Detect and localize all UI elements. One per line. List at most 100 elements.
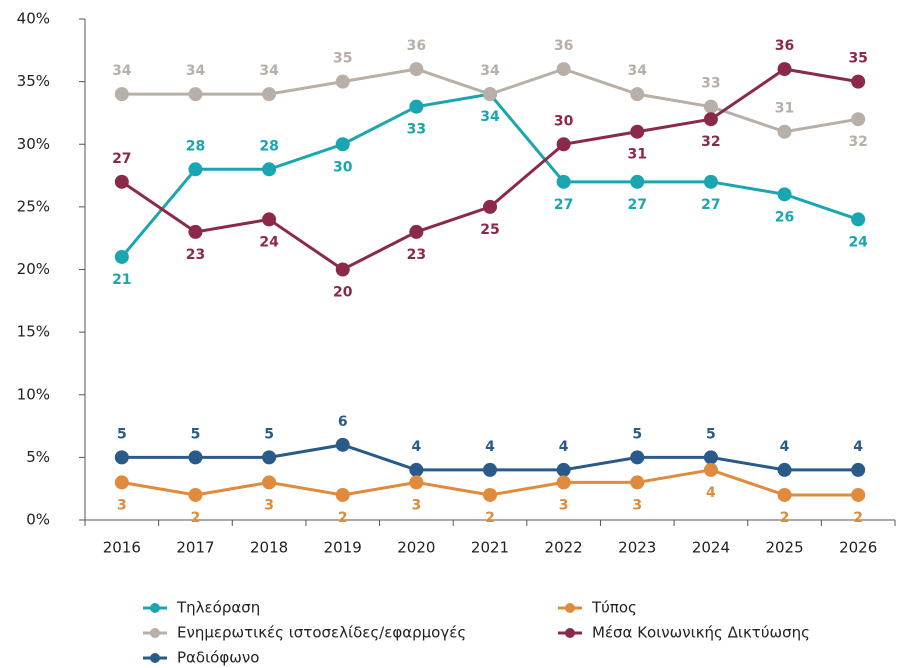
data-label: 34 xyxy=(628,63,648,79)
point xyxy=(851,74,866,89)
data-label: 32 xyxy=(701,134,720,150)
y-tick-label: 15% xyxy=(17,323,50,341)
x-tick-label: 2020 xyxy=(397,539,435,557)
point xyxy=(483,87,497,102)
data-label: 27 xyxy=(112,151,131,167)
data-label: 33 xyxy=(701,76,720,92)
data-label: 31 xyxy=(628,147,647,163)
data-label: 36 xyxy=(775,38,794,54)
data-label: 27 xyxy=(628,197,647,213)
data-label: 3 xyxy=(264,497,274,513)
point xyxy=(409,462,424,477)
point xyxy=(335,137,350,152)
data-label: 33 xyxy=(407,122,426,138)
point xyxy=(556,137,571,152)
data-label: 26 xyxy=(775,209,794,225)
data-label: 3 xyxy=(559,497,569,513)
data-label: 30 xyxy=(333,159,353,175)
data-label: 2 xyxy=(485,510,495,526)
point xyxy=(556,174,571,189)
x-tick-label: 2017 xyxy=(176,539,214,557)
x-tick-label: 2023 xyxy=(618,539,656,557)
y-tick-label: 35% xyxy=(17,72,50,90)
point xyxy=(851,487,866,502)
data-label: 5 xyxy=(191,426,201,442)
legend-marker xyxy=(565,603,575,613)
point xyxy=(262,87,277,102)
legend-label: Τηλεόραση xyxy=(176,599,260,617)
point xyxy=(409,475,424,490)
data-label: 34 xyxy=(186,63,206,79)
data-label: 31 xyxy=(775,101,794,117)
x-tick-label: 2016 xyxy=(103,539,141,557)
point xyxy=(335,487,350,502)
point xyxy=(703,450,718,465)
data-label: 2 xyxy=(191,510,201,526)
data-label: 34 xyxy=(480,63,500,79)
data-label: 5 xyxy=(632,426,642,442)
data-label: 27 xyxy=(701,197,720,213)
x-tick-label: 2025 xyxy=(765,539,803,557)
point xyxy=(188,224,203,239)
data-label: 27 xyxy=(554,197,573,213)
data-label: 28 xyxy=(259,138,278,154)
data-label: 35 xyxy=(333,51,352,67)
data-label: 3 xyxy=(632,497,642,513)
point xyxy=(777,462,792,477)
point xyxy=(188,162,203,177)
data-label: 2 xyxy=(338,510,348,526)
data-label: 36 xyxy=(554,38,573,54)
point xyxy=(188,487,203,502)
legend-label: Μέσα Κοινωνικής Δικτύωσης xyxy=(592,624,810,642)
y-tick-label: 10% xyxy=(17,385,50,403)
data-label: 34 xyxy=(259,63,279,79)
data-label: 4 xyxy=(706,485,716,501)
legend-label: Ενημερωτικές ιστοσελίδες/εφαρμογές xyxy=(177,624,466,642)
data-label: 24 xyxy=(848,234,868,250)
data-label: 32 xyxy=(848,134,867,150)
point xyxy=(851,462,866,477)
point xyxy=(114,249,129,264)
point xyxy=(409,224,424,239)
data-label: 6 xyxy=(338,414,348,430)
point xyxy=(851,212,866,227)
point xyxy=(556,62,571,77)
point xyxy=(188,87,203,102)
point xyxy=(483,462,497,477)
legend-label: Ραδιόφωνο xyxy=(177,649,259,667)
x-tick-label: 2022 xyxy=(545,539,583,557)
point xyxy=(703,112,718,127)
legend-marker xyxy=(150,653,160,663)
data-label: 21 xyxy=(112,272,131,288)
point xyxy=(703,462,718,477)
point xyxy=(335,262,350,277)
legend-marker xyxy=(150,628,160,638)
point xyxy=(777,62,792,77)
data-label: 23 xyxy=(186,247,205,263)
point xyxy=(556,475,571,490)
legend-marker xyxy=(150,603,160,613)
point xyxy=(335,437,350,452)
data-label: 4 xyxy=(485,439,495,455)
point xyxy=(630,174,645,189)
point xyxy=(483,487,497,502)
data-label: 2 xyxy=(780,510,790,526)
data-label: 3 xyxy=(117,497,127,513)
y-tick-label: 5% xyxy=(26,448,50,466)
point xyxy=(777,187,792,202)
point xyxy=(409,99,424,114)
data-label: 5 xyxy=(264,426,274,442)
point xyxy=(114,174,129,189)
y-tick-label: 0% xyxy=(26,511,50,529)
point xyxy=(188,450,203,465)
x-tick-label: 2024 xyxy=(692,539,730,557)
legend-label: Τύπος xyxy=(591,599,637,617)
data-label: 4 xyxy=(780,439,790,455)
point xyxy=(630,450,645,465)
data-label: 5 xyxy=(117,426,127,442)
point xyxy=(335,74,350,89)
point xyxy=(262,475,277,490)
x-tick-label: 2019 xyxy=(324,539,362,557)
x-tick-label: 2018 xyxy=(250,539,288,557)
